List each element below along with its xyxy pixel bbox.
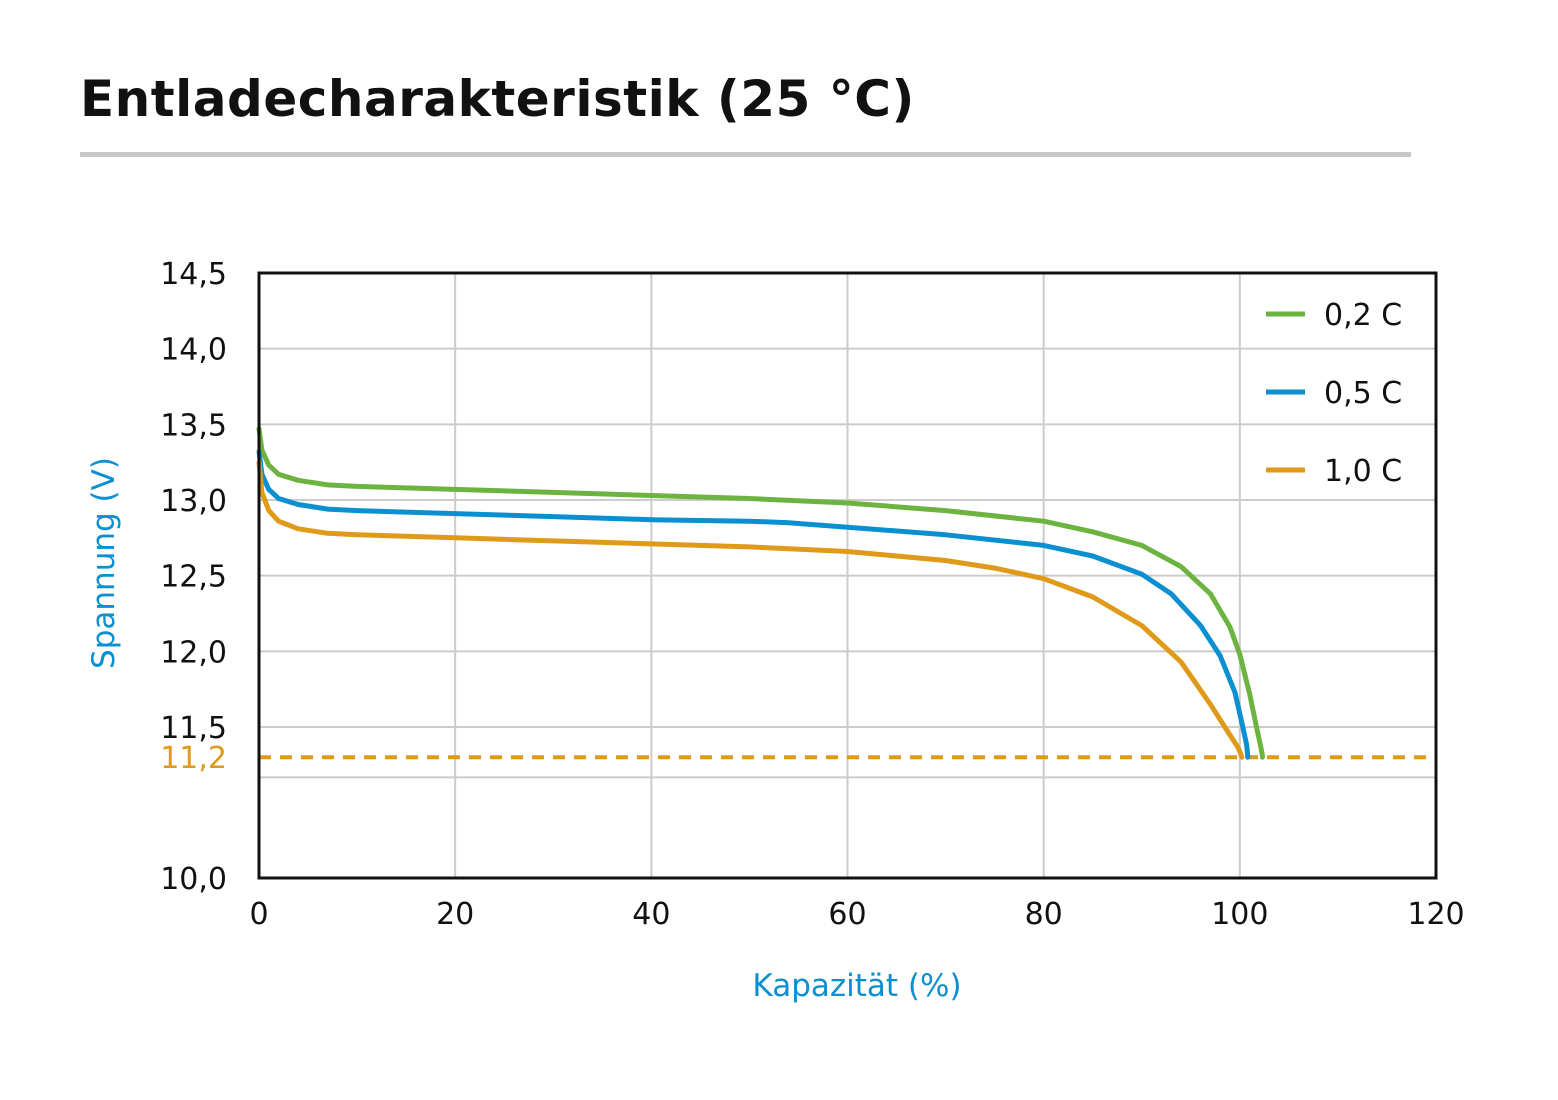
x-axis-label: Kapazität (%) <box>752 968 961 1004</box>
x-tick-label: 40 <box>632 897 670 932</box>
x-tick-label: 120 <box>1407 897 1464 932</box>
series-line-0-5-c <box>256 449 1251 760</box>
y-tick-label: 13,0 <box>160 484 227 519</box>
y-tick-label: 13,5 <box>160 408 227 443</box>
plot-frame <box>257 271 1438 880</box>
legend: 0,2 C 0,5 C 1,0 C <box>1266 298 1402 489</box>
grid-lines <box>259 273 1436 878</box>
y-axis-label: Spannung (V) <box>86 457 122 669</box>
series-line-1-0-c <box>256 459 1245 760</box>
x-tick-label: 20 <box>436 897 474 932</box>
title-divider <box>80 152 1411 157</box>
y-tick-label: 14,0 <box>160 333 227 368</box>
x-tick-labels: 0 20 40 60 80 100 120 <box>249 897 1464 932</box>
x-tick-label: 60 <box>828 897 866 932</box>
legend-label: 0,2 C <box>1324 298 1402 333</box>
legend-label: 1,0 C <box>1324 454 1402 489</box>
x-tick-label: 0 <box>249 897 268 932</box>
chart-title: Entladecharakteristik (25 °C) <box>80 70 915 128</box>
series-line-0-2-c <box>256 426 1265 760</box>
y-tick-label: 12,5 <box>160 560 227 595</box>
y-tick-label: 14,5 <box>160 257 227 292</box>
y-tick-label: 12,0 <box>160 635 227 670</box>
cutoff-tick-label: 11,2 <box>160 741 227 776</box>
legend-label: 0,5 C <box>1324 376 1402 411</box>
series-lines <box>256 426 1265 760</box>
y-tick-labels: 14,5 14,0 13,5 13,0 12,5 12,0 11,5 10,0 11,2 <box>160 257 227 897</box>
x-tick-label: 100 <box>1211 897 1268 932</box>
y-tick-label: 10,0 <box>160 862 227 897</box>
y-tick-label: 11,5 <box>160 711 227 746</box>
x-tick-label: 80 <box>1025 897 1063 932</box>
